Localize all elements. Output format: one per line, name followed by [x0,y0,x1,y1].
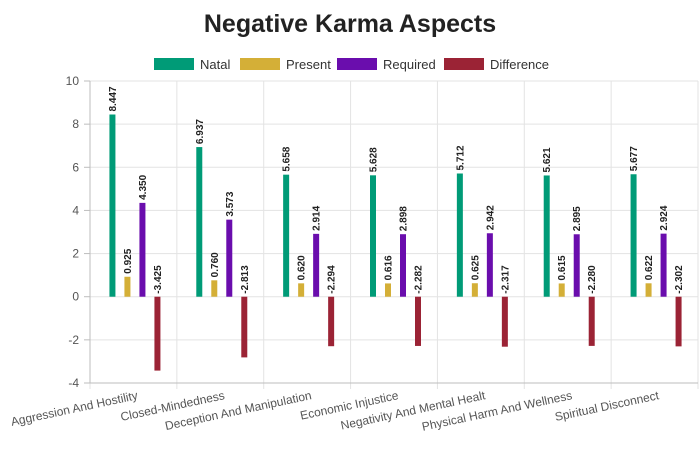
data-label-present: 0.615 [557,255,568,280]
data-label-present: 0.760 [210,252,221,277]
data-label-required: 2.895 [572,206,583,231]
bar-required[interactable] [573,234,580,297]
x-category-label: Deception And Manipulation [164,388,313,433]
bar-natal[interactable] [283,174,290,297]
data-label-natal: 8.447 [108,86,119,111]
y-tick-label: -4 [68,376,79,390]
bar-difference[interactable] [501,296,508,347]
legend: Natal Present Required Difference [154,57,549,72]
data-label-natal: 5.658 [282,146,293,171]
y-tick-label: 6 [72,160,79,174]
y-tick-label: 4 [72,203,79,217]
bar-natal[interactable] [630,174,637,297]
bar-required[interactable] [486,233,493,297]
y-tick-label: -2 [68,333,79,347]
bar-natal[interactable] [543,175,550,297]
bar-difference[interactable] [588,296,595,346]
data-label-required: 2.914 [312,205,323,230]
bar-present[interactable] [124,276,131,297]
chart-title: Negative Karma Aspects [204,10,496,38]
data-label-natal: 5.628 [369,147,380,172]
data-label-present: 0.616 [384,255,395,280]
data-label-difference: -3.425 [153,265,164,294]
bar-present[interactable] [558,283,565,297]
data-label-present: 0.622 [644,255,655,280]
bar-difference[interactable] [675,296,682,347]
data-label-difference: -2.282 [414,265,425,294]
legend-label-required[interactable]: Required [383,57,436,72]
legend-swatch-natal[interactable] [154,58,194,70]
data-label-difference: -2.294 [327,265,338,294]
data-labels: 8.447 0.925 4.350 -3.425 6.937 0.760 3.573 -2.8… [108,86,685,294]
data-label-difference: -2.317 [500,265,511,294]
bar-present[interactable] [385,283,391,297]
bar-required[interactable] [400,234,406,297]
y-tick-label: 2 [72,247,79,261]
bar-required[interactable] [139,202,146,297]
y-axis: -4 -2 0 2 4 6 8 10 [66,74,698,390]
bar-natal[interactable] [370,175,376,297]
data-label-required: 2.898 [399,206,410,231]
bar-required[interactable] [313,233,320,297]
legend-swatch-required[interactable] [337,58,377,70]
data-label-natal: 5.677 [629,146,640,171]
data-label-natal: 6.937 [195,119,206,144]
bar-difference[interactable] [241,296,248,358]
bars [109,114,682,371]
bar-present[interactable] [211,280,218,297]
data-label-required: 3.573 [225,191,236,216]
legend-label-natal[interactable]: Natal [200,57,230,72]
data-label-natal: 5.712 [455,145,466,170]
legend-label-present[interactable]: Present [286,57,331,72]
y-tick-label: 0 [72,290,79,304]
data-label-present: 0.620 [297,255,308,280]
bar-present[interactable] [298,283,305,297]
bar-required[interactable] [660,233,667,297]
gridlines [89,80,699,389]
data-label-difference: -2.813 [240,265,251,294]
data-label-required: 4.350 [138,174,149,199]
bar-present[interactable] [645,283,652,297]
data-label-difference: -2.280 [587,265,598,294]
x-category-label: Aggression And Hostility [10,388,139,429]
bar-natal[interactable] [196,147,203,297]
bar-difference[interactable] [415,296,421,346]
data-label-required: 2.924 [659,205,670,230]
bar-natal[interactable] [109,114,116,297]
bar-required[interactable] [226,219,233,297]
data-label-present: 0.925 [123,248,134,273]
data-label-required: 2.942 [485,205,496,230]
bar-natal[interactable] [456,173,463,297]
bar-difference[interactable] [328,296,335,347]
legend-swatch-present[interactable] [240,58,280,70]
x-axis: Aggression And HostilityClosed-Mindednes… [10,388,661,434]
y-tick-label: 8 [72,117,79,131]
y-tick-label: 10 [66,74,80,88]
legend-label-difference[interactable]: Difference [490,57,549,72]
data-label-present: 0.625 [470,255,481,280]
bar-present[interactable] [471,283,478,297]
legend-swatch-difference[interactable] [444,58,484,70]
data-label-natal: 5.621 [542,147,553,172]
data-label-difference: -2.302 [674,265,685,294]
bar-difference[interactable] [154,296,161,371]
